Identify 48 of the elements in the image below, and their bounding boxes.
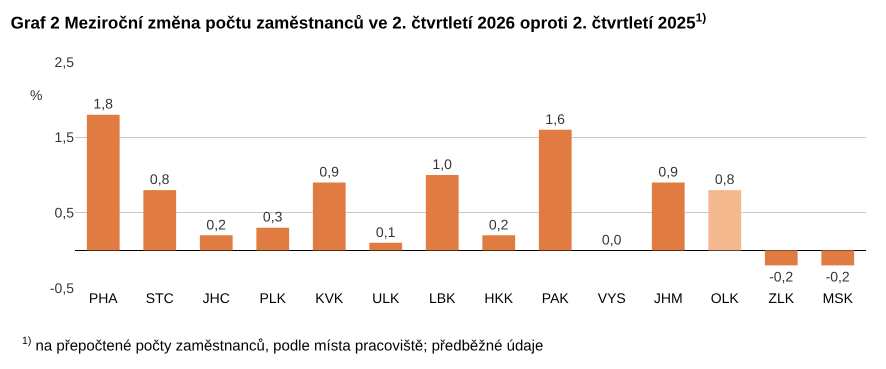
x-tick-label: ZLK (768, 290, 795, 306)
data-label: 0,3 (262, 208, 283, 225)
x-tick-label: MSK (822, 290, 854, 306)
bar (369, 242, 402, 250)
bar (426, 175, 459, 250)
x-tick-label: JHC (202, 290, 230, 306)
x-tick-label: JHM (654, 290, 683, 306)
data-label: 1,0 (432, 156, 452, 172)
bar (482, 235, 516, 250)
x-tick-label: HKK (484, 290, 514, 306)
y-tick-label: -0,5 (50, 280, 74, 296)
y-tick-label: 1,5 (54, 129, 74, 146)
y-axis-title: % (30, 87, 42, 103)
x-tick-label: STC (146, 290, 174, 306)
bar (143, 190, 176, 250)
bar (538, 130, 572, 250)
bar (200, 235, 233, 250)
data-label: 0,0 (602, 231, 622, 248)
x-tick-label: LBK (429, 290, 456, 306)
x-tick-label: OLK (710, 290, 740, 306)
data-label: -0,2 (826, 268, 850, 284)
bar (86, 114, 120, 250)
y-tick-label: 0,5 (54, 204, 74, 221)
y-tick-label: 2,5 (54, 54, 74, 70)
data-label: 0,1 (376, 224, 396, 240)
text: $^{1)}$ na přepočtené počty zaměstnanců, podle místa pracoviště; předběžné údaje (22, 335, 544, 354)
data-label: 0,2 (488, 216, 509, 232)
bar (708, 190, 742, 250)
data-label: 0,9 (319, 164, 340, 180)
data-label: 0,8 (150, 171, 170, 188)
bar (256, 228, 290, 250)
bar (312, 182, 346, 250)
data-label: 0,9 (658, 164, 678, 180)
chart-title: Graf 2 Meziroční změna počtu zaměstnanců ve 2. čtvrtletí 2026 oproti 2. čtvrtletí 2025$^{1)}$ (10, 10, 706, 33)
data-label: 1,6 (545, 110, 566, 127)
x-tick-label: PHA (88, 290, 118, 306)
x-tick-label: VYS (598, 290, 626, 306)
bar (764, 250, 798, 266)
bar (652, 182, 685, 250)
x-tick-label: KVK (315, 290, 344, 306)
x-tick-label: PAK (542, 290, 570, 306)
x-tick-label: ULK (372, 290, 400, 306)
bar (821, 250, 854, 266)
data-label: 1,8 (93, 96, 114, 112)
data-label: -0,2 (769, 268, 794, 284)
x-tick-label: PLK (260, 290, 287, 306)
data-label: 0,2 (206, 216, 226, 232)
data-label: 0,8 (714, 171, 735, 188)
